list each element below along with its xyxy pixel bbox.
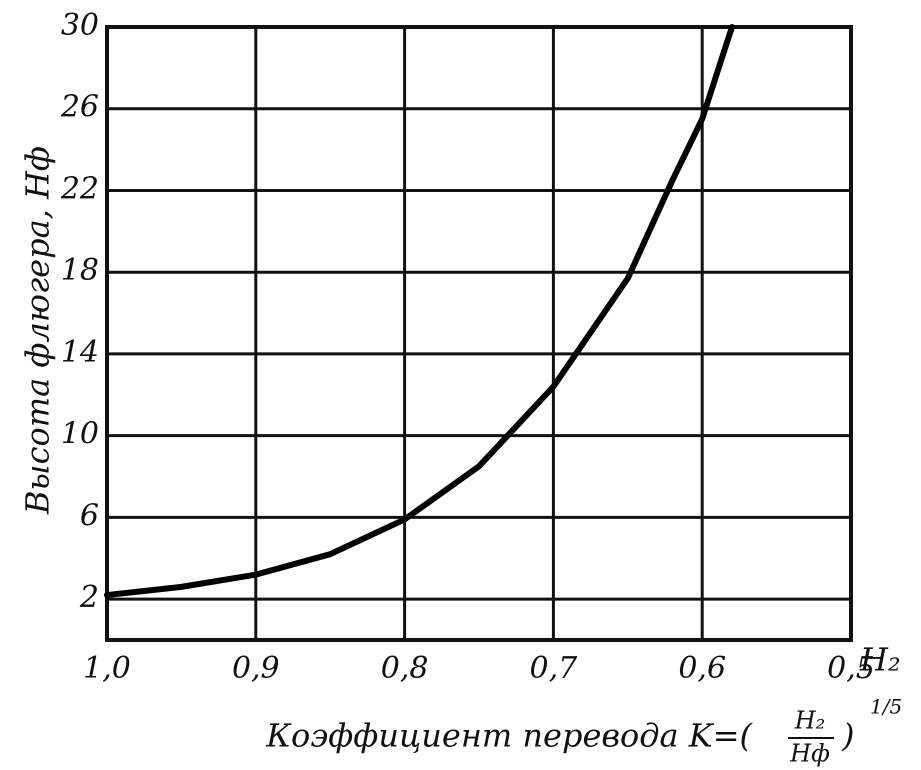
y-axis-label: Высота флюгера, Hф (19, 146, 57, 515)
y-tick-label: 10 (61, 417, 99, 452)
x-tick-label: 1,0 (83, 651, 131, 686)
y-tick-label: 14 (61, 335, 99, 370)
x-axis-label: Коэффициент перевода K=( (265, 717, 753, 755)
y-tick-label: 26 (60, 90, 99, 125)
x-tick-label: 0,8 (381, 651, 429, 686)
x-tick-label: 0,7 (530, 651, 579, 686)
y-tick-label: 2 (79, 580, 99, 615)
plot-frame (105, 25, 853, 642)
x-label-exponent: 1/5 (870, 695, 902, 719)
x-label-denominator: Hф (789, 740, 830, 768)
x-tick-label: 0,9 (232, 651, 280, 686)
x-label-numerator: H₂ (794, 707, 826, 735)
x-tick-label: 0,5 (827, 651, 875, 686)
curve (104, 24, 735, 599)
y-tick-label: 22 (60, 171, 99, 206)
y-tick-label: 6 (80, 498, 99, 533)
x-label-close: ) (841, 717, 854, 755)
y-tick-label: 18 (61, 253, 99, 288)
x-tick-label: 0,6 (678, 651, 726, 686)
x-end-label: H₂ (859, 641, 901, 679)
y-tick-label: 30 (61, 8, 99, 43)
